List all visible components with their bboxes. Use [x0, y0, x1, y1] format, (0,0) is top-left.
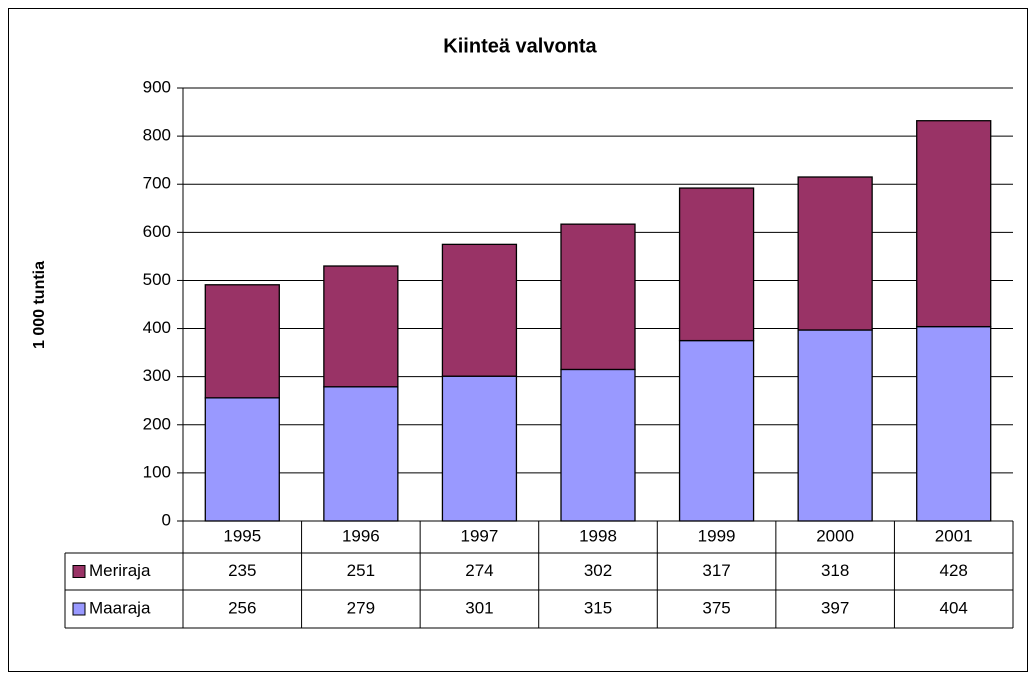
legend-label: Maaraja	[89, 598, 151, 617]
table-value: 274	[465, 561, 493, 580]
chart-border	[8, 8, 1028, 672]
y-tick-label: 300	[143, 366, 171, 385]
y-tick-label: 400	[143, 318, 171, 337]
table-value: 235	[228, 561, 256, 580]
table-value: 315	[584, 598, 612, 617]
x-tick-label: 1996	[342, 526, 380, 545]
table-value: 251	[347, 561, 375, 580]
bar	[678, 187, 755, 342]
y-tick-label: 700	[143, 174, 171, 193]
y-tick-label: 200	[143, 414, 171, 433]
x-tick-label: 1997	[461, 526, 499, 545]
y-tick-label: 800	[143, 126, 171, 145]
y-tick-label: 600	[143, 222, 171, 241]
bar	[204, 284, 280, 399]
bar	[797, 176, 873, 331]
bar	[916, 325, 992, 522]
table-value: 404	[940, 598, 968, 617]
bar	[560, 223, 636, 371]
y-tick-label: 900	[143, 77, 171, 96]
y-tick-label: 500	[143, 270, 171, 289]
x-tick-label: 1995	[223, 526, 261, 545]
x-tick-label: 1999	[698, 526, 736, 545]
table-value: 317	[702, 561, 730, 580]
x-tick-label: 1998	[579, 526, 617, 545]
table-value: 375	[702, 598, 730, 617]
bar	[797, 329, 873, 522]
bar	[323, 265, 399, 388]
bar	[916, 120, 992, 328]
x-tick-label: 2001	[935, 526, 973, 545]
chart-title: Kiinteä valvonta	[443, 35, 597, 57]
table-value: 318	[821, 561, 849, 580]
table-value: 279	[347, 598, 375, 617]
x-tick-label: 2000	[816, 526, 854, 545]
bar	[441, 375, 518, 522]
bar	[323, 386, 399, 522]
bar	[204, 397, 280, 522]
table-value: 428	[940, 561, 968, 580]
table-value: 302	[584, 561, 612, 580]
legend-label: Meriraja	[89, 561, 151, 580]
legend-swatch	[72, 565, 86, 578]
table-value: 397	[821, 598, 849, 617]
y-axis-label: 1 000 tuntia	[31, 261, 48, 349]
bar	[678, 339, 755, 522]
y-tick-label: 100	[143, 462, 171, 481]
bar	[560, 368, 636, 522]
bar	[441, 243, 518, 377]
table-value: 301	[465, 598, 493, 617]
y-tick-label: 0	[162, 510, 171, 529]
legend-swatch	[72, 602, 86, 616]
table-value: 256	[228, 598, 256, 617]
